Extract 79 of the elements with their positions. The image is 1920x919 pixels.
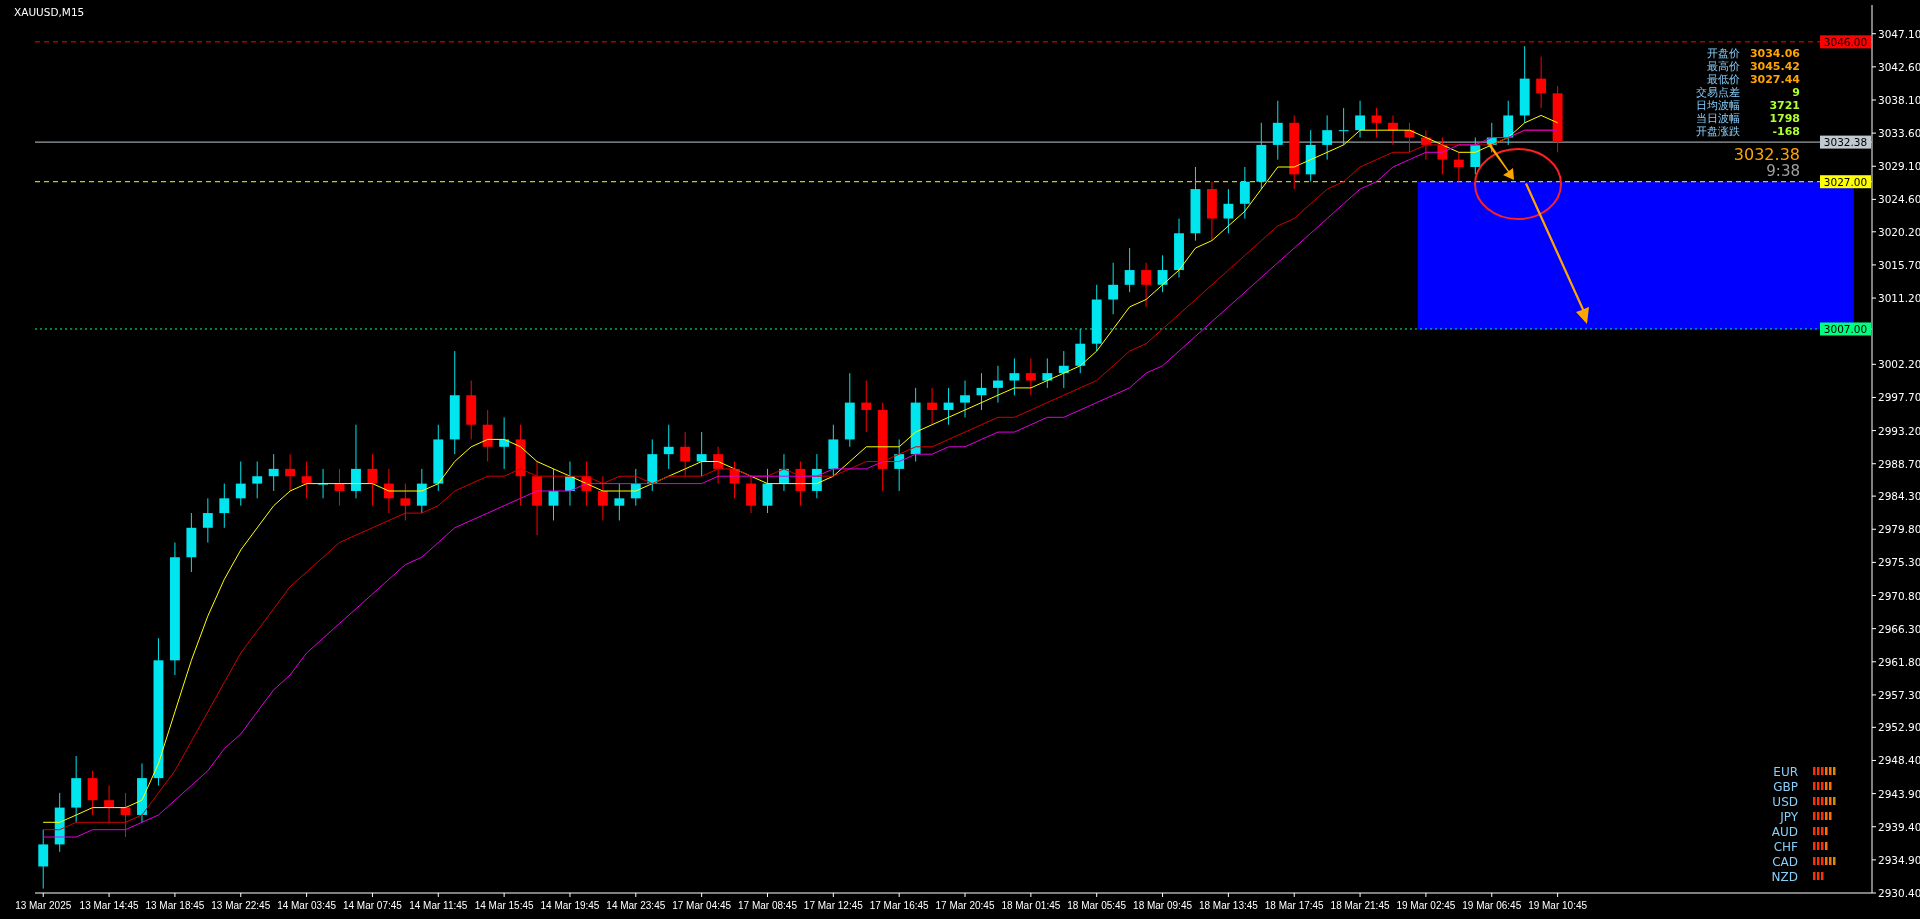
x-tick-label: 17 Mar 12:45 [803, 900, 864, 911]
y-tick-label: 2939.40 [1878, 820, 1920, 833]
x-tick-label: 17 Mar 04:45 [672, 900, 732, 911]
text: 3034.06 [1749, 47, 1801, 60]
y-tick-label: 2948.40 [1878, 754, 1920, 767]
text: CHF [1773, 840, 1799, 854]
x-tick-label: 18 Mar 21:45 [1330, 900, 1390, 911]
x-tick-label: 18 Mar 13:45 [1198, 900, 1259, 911]
chart-title: XAUUSD,M15 [14, 6, 85, 18]
ref-line-label: 3007.00 [1823, 322, 1868, 335]
text: 1798 [1769, 112, 1800, 125]
y-tick-label: 2961.80 [1878, 655, 1920, 668]
y-tick-label: 2970.80 [1878, 589, 1920, 602]
text: 开盘价 [1707, 47, 1740, 60]
y-tick-label: 3033.60 [1878, 127, 1920, 140]
y-tick-label: 2997.70 [1878, 391, 1920, 404]
y-tick-label: 3047.10 [1878, 27, 1920, 40]
y-tick-label: 3024.60 [1878, 193, 1920, 206]
y-tick-label: 3015.70 [1878, 258, 1920, 271]
x-tick-label: 14 Mar 19:45 [540, 900, 600, 911]
y-tick-label: 2988.70 [1878, 457, 1920, 470]
y-tick-label: 2966.30 [1878, 622, 1920, 635]
y-tick-label: 2934.90 [1878, 853, 1920, 866]
text: 3027.44 [1749, 73, 1801, 86]
text: AUD [1771, 825, 1798, 839]
x-tick-label: 19 Mar 02:45 [1396, 900, 1456, 911]
x-tick-label: 18 Mar 17:45 [1264, 900, 1325, 911]
text: 开盘涨跌 [1696, 125, 1740, 138]
y-tick-label: 2993.20 [1878, 424, 1920, 437]
text: 9 [1792, 86, 1800, 99]
x-tick-label: 14 Mar 03:45 [277, 900, 337, 911]
y-tick-label: 3020.20 [1878, 225, 1920, 238]
x-tick-label: 19 Mar 10:45 [1528, 900, 1588, 911]
text: 9:38 [1766, 162, 1800, 180]
x-tick-label: 13 Mar 2025 [15, 900, 72, 911]
x-tick-label: 13 Mar 22:45 [211, 900, 271, 911]
x-tick-label: 18 Mar 09:45 [1133, 900, 1193, 911]
y-tick-label: 2930.40 [1878, 887, 1920, 899]
x-tick-label: 17 Mar 20:45 [935, 900, 995, 911]
x-tick-label: 18 Mar 01:45 [1001, 900, 1061, 911]
y-tick-label: 2984.30 [1878, 490, 1920, 503]
x-tick-label: 17 Mar 16:45 [869, 900, 930, 911]
text: EUR [1773, 765, 1798, 779]
y-tick-label: 3038.10 [1878, 93, 1920, 106]
text: JPY [1779, 810, 1799, 824]
x-tick-label: 14 Mar 15:45 [474, 900, 535, 911]
x-tick-label: 14 Mar 23:45 [606, 900, 666, 911]
y-tick-label: 2975.30 [1878, 556, 1920, 569]
text: NZD [1771, 870, 1798, 884]
y-tick-label: 3029.10 [1878, 160, 1920, 173]
text: 3721 [1769, 99, 1800, 112]
y-tick-label: 3042.60 [1878, 60, 1920, 73]
y-tick-label: 2979.80 [1878, 523, 1920, 536]
x-tick-label: 14 Mar 07:45 [342, 900, 403, 911]
text: -168 [1772, 125, 1800, 138]
x-tick-label: 17 Mar 08:45 [738, 900, 798, 911]
text: 3045.42 [1749, 60, 1800, 73]
y-tick-label: 2952.90 [1878, 721, 1920, 734]
y-tick-label: 3011.20 [1878, 292, 1920, 305]
ref-line-label: 3032.38 [1823, 136, 1868, 149]
text: CAD [1772, 855, 1798, 869]
text: GBP [1773, 780, 1798, 794]
x-tick-label: 13 Mar 18:45 [145, 900, 205, 911]
x-tick-label: 19 Mar 06:45 [1462, 900, 1522, 911]
y-tick-label: 2943.90 [1878, 787, 1920, 800]
ref-line-label: 3046.00 [1823, 35, 1868, 48]
x-tick-label: 14 Mar 11:45 [409, 900, 468, 911]
text: 最低价 [1707, 73, 1740, 86]
x-tick-label: 18 Mar 05:45 [1067, 900, 1127, 911]
text: 当日波幅 [1696, 112, 1740, 125]
ref-line-label: 3027.00 [1823, 175, 1868, 188]
y-tick-label: 3002.20 [1878, 358, 1920, 371]
y-tick-label: 2957.30 [1878, 688, 1920, 701]
text: 日均波幅 [1696, 99, 1740, 112]
text: 交易点差 [1696, 86, 1740, 99]
text: 3032.38 [1733, 145, 1800, 164]
text: USD [1772, 795, 1798, 809]
x-tick-label: 13 Mar 14:45 [79, 900, 139, 911]
text: 最高价 [1707, 60, 1740, 73]
